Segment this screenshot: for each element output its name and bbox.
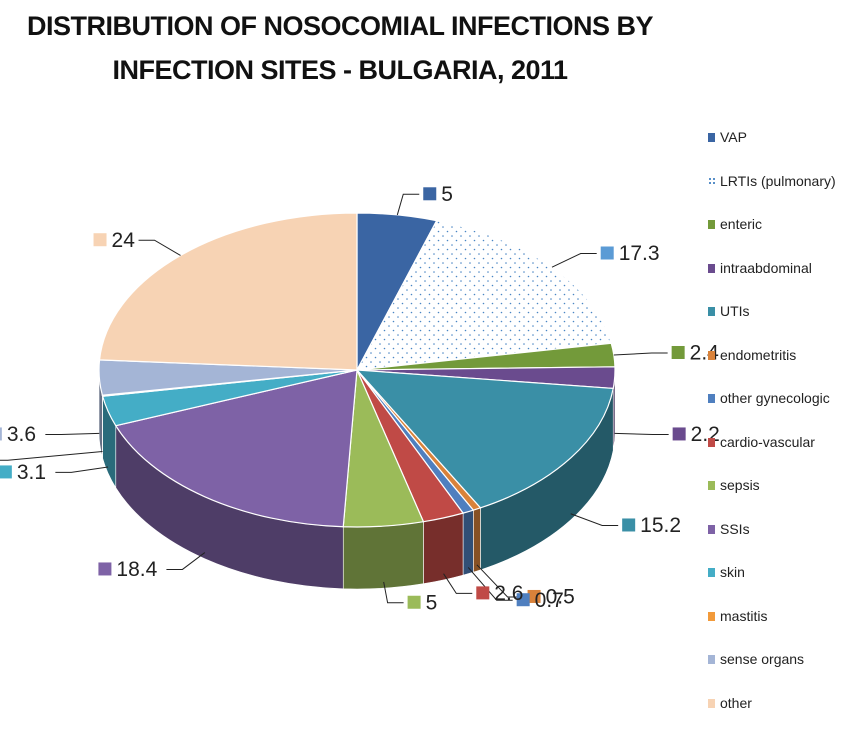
legend-label: intraabdominal xyxy=(720,259,812,277)
legend-label: LRTIs (pulmonary) xyxy=(720,172,836,190)
svg-text:0.7: 0.7 xyxy=(535,589,564,612)
legend-item-11: mastitis xyxy=(708,607,836,651)
legend: VAP LRTIs (pulmonary) enteric intraabdomina… xyxy=(708,128,836,737)
data-label-9: 18.4 xyxy=(98,558,157,581)
legend-swatch xyxy=(708,699,715,708)
leader-line-10 xyxy=(55,467,108,472)
svg-text:5: 5 xyxy=(441,183,453,206)
legend-swatch xyxy=(708,351,715,360)
legend-item-1: LRTIs (pulmonary) xyxy=(708,172,836,216)
legend-label: enteric xyxy=(720,215,762,233)
data-label-1: 17.3 xyxy=(601,242,660,265)
leader-line-2 xyxy=(614,353,668,355)
legend-swatch xyxy=(708,568,715,577)
legend-swatch xyxy=(708,264,715,273)
legend-swatch xyxy=(708,525,715,534)
legend-swatch xyxy=(708,177,715,186)
legend-label: cardio-vascular xyxy=(720,433,815,451)
leader-line-12 xyxy=(45,433,99,434)
legend-label: other xyxy=(720,694,752,712)
legend-label: SSIs xyxy=(720,520,750,538)
pie-side-5 xyxy=(473,508,480,572)
legend-item-2: enteric xyxy=(708,215,836,259)
legend-label: sense organs xyxy=(720,650,804,668)
legend-item-3: intraabdominal xyxy=(708,259,836,303)
legend-label: UTIs xyxy=(720,302,750,320)
data-label-13: 24 xyxy=(94,229,136,252)
leader-line-13 xyxy=(139,240,181,255)
legend-item-0: VAP xyxy=(708,128,836,172)
legend-swatch xyxy=(708,133,715,142)
legend-swatch xyxy=(708,655,715,664)
legend-label: mastitis xyxy=(720,607,767,625)
data-label-10: 3.1 xyxy=(0,461,46,484)
legend-item-7: cardio-vascular xyxy=(708,433,836,477)
legend-item-5: endometritis xyxy=(708,346,836,390)
leader-line-11 xyxy=(0,452,102,461)
svg-text:17.3: 17.3 xyxy=(619,242,660,265)
legend-item-9: SSIs xyxy=(708,520,836,564)
svg-text:15.2: 15.2 xyxy=(640,514,681,537)
legend-label: other gynecologic xyxy=(720,389,830,407)
legend-swatch xyxy=(708,307,715,316)
legend-item-13: other xyxy=(708,694,836,737)
pie-side-6 xyxy=(463,510,473,575)
leader-line-4 xyxy=(571,514,618,526)
pie-side-7 xyxy=(423,513,463,584)
legend-swatch xyxy=(708,612,715,621)
svg-text:5: 5 xyxy=(426,591,438,614)
pie-slice-13 xyxy=(100,213,357,370)
leader-line-3 xyxy=(615,433,669,434)
legend-item-8: sepsis xyxy=(708,476,836,520)
svg-text:3.6: 3.6 xyxy=(7,423,36,446)
legend-item-6: other gynecologic xyxy=(708,389,836,433)
pie-side-8 xyxy=(343,522,423,589)
legend-swatch xyxy=(708,394,715,403)
legend-label: sepsis xyxy=(720,476,760,494)
legend-label: endometritis xyxy=(720,346,796,364)
data-label-4: 15.2 xyxy=(622,514,681,537)
legend-item-4: UTIs xyxy=(708,302,836,346)
data-label-8: 5 xyxy=(408,591,438,614)
data-label-0: 5 xyxy=(423,183,453,206)
legend-item-12: sense organs xyxy=(708,650,836,694)
data-label-12: 3.6 xyxy=(0,423,36,446)
legend-label: skin xyxy=(720,563,745,581)
pie-top xyxy=(99,213,615,527)
legend-item-10: skin xyxy=(708,563,836,607)
legend-swatch xyxy=(708,220,715,229)
svg-text:24: 24 xyxy=(112,229,136,252)
data-label-6: 0.7 xyxy=(517,589,564,612)
legend-label: VAP xyxy=(720,128,747,146)
leader-line-1 xyxy=(552,254,597,268)
svg-text:18.4: 18.4 xyxy=(116,558,157,581)
legend-swatch xyxy=(708,438,715,447)
legend-swatch xyxy=(708,481,715,490)
svg-text:2.6: 2.6 xyxy=(494,582,523,605)
svg-text:3.1: 3.1 xyxy=(17,461,46,484)
leader-line-0 xyxy=(397,194,419,215)
